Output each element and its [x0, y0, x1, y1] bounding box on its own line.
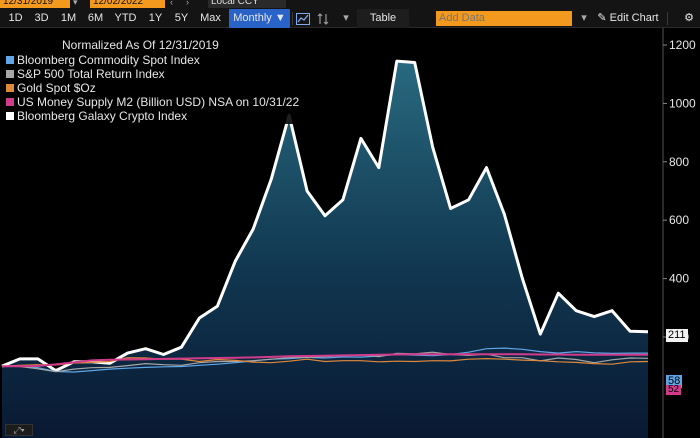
add-data-input[interactable]: [436, 11, 572, 26]
data-point-bloomberg-galaxy-crypto-index[interactable]: [18, 357, 22, 361]
chart-plot: 20040060080010001200: [1, 28, 696, 438]
start-date-field[interactable]: 12/31/2019: [0, 0, 70, 8]
data-point-bloomberg-galaxy-crypto-index[interactable]: [126, 351, 130, 355]
legend-label: US Money Supply M2 (Billion USD) NSA on …: [17, 95, 300, 109]
m2-last-value-badge: 52: [666, 384, 682, 395]
data-point-bloomberg-galaxy-crypto-index[interactable]: [628, 329, 632, 333]
legend-label: Gold Spot $Oz: [17, 81, 96, 95]
legend-item-commodity[interactable]: Bloomberg Commodity Spot Index: [6, 53, 320, 67]
compare-icon[interactable]: [314, 9, 332, 28]
y-tick-label: 1200: [669, 38, 696, 52]
data-point-bloomberg-galaxy-crypto-index[interactable]: [341, 198, 345, 202]
legend-swatch: [6, 56, 14, 64]
y-tick-label: 800: [669, 155, 689, 169]
zoom-menu-button[interactable]: ⤢▾: [5, 424, 33, 436]
currency-select[interactable]: Local CCY: [208, 0, 286, 8]
data-point-bloomberg-galaxy-crypto-index[interactable]: [269, 177, 273, 181]
chart-legend: Normalized As Of 12/31/2019 Bloomberg Co…: [0, 36, 320, 124]
data-point-bloomberg-galaxy-crypto-index[interactable]: [413, 61, 417, 65]
legend-item-m2[interactable]: US Money Supply M2 (Billion USD) NSA on …: [6, 95, 320, 109]
end-date-field[interactable]: 12/02/2022: [90, 0, 165, 8]
table-button[interactable]: Table: [357, 9, 409, 28]
range-6m-button[interactable]: 6M: [87, 12, 104, 24]
legend-swatch: [6, 112, 14, 120]
legend-title: Normalized As Of 12/31/2019: [62, 38, 219, 52]
pencil-icon: ✎: [597, 12, 607, 24]
data-point-bloomberg-galaxy-crypto-index[interactable]: [520, 277, 524, 281]
data-point-bloomberg-galaxy-crypto-index[interactable]: [233, 259, 237, 263]
data-point-bloomberg-galaxy-crypto-index[interactable]: [144, 347, 148, 351]
chart-toolbar: 1D 3D 1M 6M YTD 1Y 5Y Max Monthly ▼ ▾ Ta…: [0, 9, 700, 28]
legend-item-sp500[interactable]: S&P 500 Total Return Index: [6, 67, 320, 81]
range-5y-button[interactable]: 5Y: [174, 12, 189, 24]
series-line-bloomberg-galaxy-crypto-index[interactable]: [1, 59, 649, 373]
gear-icon[interactable]: ⚙: [684, 12, 694, 24]
toolbar-divider: [292, 12, 293, 25]
range-ytd-button[interactable]: YTD: [114, 12, 137, 24]
data-point-bloomberg-galaxy-crypto-index[interactable]: [359, 136, 363, 140]
crypto-last-value-badge: 211: [666, 329, 688, 342]
calendar-icon[interactable]: ▾: [73, 0, 78, 7]
data-point-bloomberg-galaxy-crypto-index[interactable]: [305, 189, 309, 193]
dropdown-icon[interactable]: ▾: [343, 12, 349, 24]
series-line-gold-spot-oz[interactable]: [1, 357, 649, 367]
chevron-left-icon[interactable]: ‹: [170, 0, 173, 7]
data-point-bloomberg-galaxy-crypto-index[interactable]: [197, 316, 201, 320]
data-point-bloomberg-galaxy-crypto-index[interactable]: [467, 198, 471, 202]
series-area-bloomberg-galaxy-crypto-index: [2, 61, 648, 438]
legend-swatch: [6, 98, 14, 106]
data-point-bloomberg-galaxy-crypto-index[interactable]: [485, 166, 489, 170]
range-1m-button[interactable]: 1M: [60, 12, 77, 24]
data-point-bloomberg-galaxy-crypto-index[interactable]: [215, 304, 219, 308]
date-range-bar: 12/31/2019 ▾ 12/02/2022 ‹ › Local CCY: [0, 0, 700, 9]
data-point-bloomberg-galaxy-crypto-index[interactable]: [592, 315, 596, 319]
range-max-button[interactable]: Max: [200, 12, 221, 24]
data-point-bloomberg-galaxy-crypto-index[interactable]: [574, 309, 578, 313]
y-tick-label: 400: [669, 272, 689, 286]
legend-label: Bloomberg Commodity Spot Index: [17, 53, 200, 67]
series-line-us-money-supply-m2-billion-usd-nsa-on-10-31-22[interactable]: [2, 353, 648, 368]
data-point-bloomberg-galaxy-crypto-index[interactable]: [179, 345, 183, 349]
line-chart-icon[interactable]: [294, 9, 312, 28]
y-tick-label: 600: [669, 213, 689, 227]
data-point-bloomberg-galaxy-crypto-index[interactable]: [502, 212, 506, 216]
toolbar-divider: [667, 12, 668, 25]
data-point-bloomberg-galaxy-crypto-index[interactable]: [377, 166, 381, 170]
data-point-bloomberg-galaxy-crypto-index[interactable]: [610, 309, 614, 313]
data-point-bloomberg-galaxy-crypto-index[interactable]: [395, 59, 399, 63]
legend-label: S&P 500 Total Return Index: [17, 67, 165, 81]
y-tick-label: 1000: [669, 96, 696, 110]
legend-swatch: [6, 84, 14, 92]
legend-swatch: [6, 70, 14, 78]
data-point-bloomberg-galaxy-crypto-index[interactable]: [36, 357, 40, 361]
period-select[interactable]: Monthly ▼: [229, 9, 290, 28]
data-point-bloomberg-galaxy-crypto-index[interactable]: [538, 332, 542, 336]
range-1y-button[interactable]: 1Y: [148, 12, 163, 24]
edit-chart-button[interactable]: ✎ Edit Chart: [593, 9, 663, 28]
range-1d-button[interactable]: 1D: [8, 12, 23, 24]
data-point-bloomberg-galaxy-crypto-index[interactable]: [162, 353, 166, 357]
range-3d-button[interactable]: 3D: [34, 12, 49, 24]
data-point-bloomberg-galaxy-crypto-index[interactable]: [556, 291, 560, 295]
data-point-bloomberg-galaxy-crypto-index[interactable]: [646, 330, 650, 334]
legend-label: Bloomberg Galaxy Crypto Index: [17, 109, 188, 123]
legend-item-crypto[interactable]: Bloomberg Galaxy Crypto Index: [6, 109, 320, 123]
data-point-bloomberg-galaxy-crypto-index[interactable]: [323, 214, 327, 218]
commodity-last-value-badge: 58: [666, 375, 683, 388]
data-point-bloomberg-galaxy-crypto-index[interactable]: [251, 227, 255, 231]
series-line-bloomberg-commodity-spot-index[interactable]: [1, 347, 648, 373]
legend-item-gold[interactable]: Gold Spot $Oz: [6, 81, 320, 95]
data-point-bloomberg-galaxy-crypto-index[interactable]: [431, 145, 435, 149]
chevron-down-icon[interactable]: ▾: [581, 12, 587, 24]
chevron-right-icon[interactable]: ›: [186, 0, 189, 7]
edit-chart-label: Edit Chart: [609, 12, 659, 24]
data-point-bloomberg-galaxy-crypto-index[interactable]: [449, 207, 453, 211]
